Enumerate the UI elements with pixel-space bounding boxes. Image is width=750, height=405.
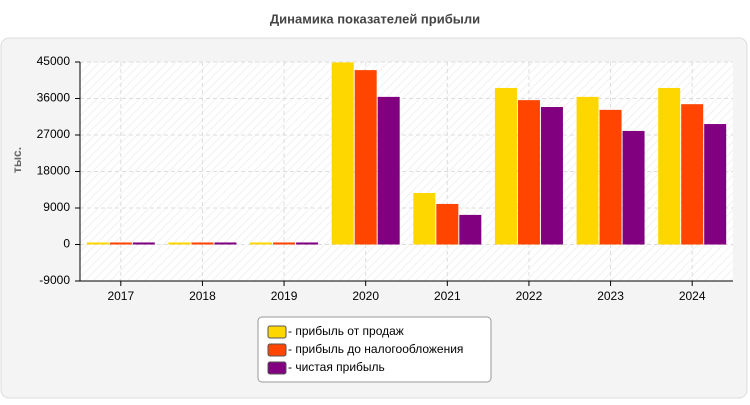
y-tick-label: 0 bbox=[63, 237, 70, 251]
y-tick-label: 36000 bbox=[37, 91, 71, 105]
bar bbox=[86, 242, 109, 245]
bar bbox=[576, 96, 599, 245]
bar bbox=[168, 242, 191, 245]
bar bbox=[517, 100, 540, 245]
x-tick-label: 2022 bbox=[516, 289, 543, 303]
x-tick-label: 2018 bbox=[189, 289, 216, 303]
bar bbox=[413, 192, 436, 245]
bar bbox=[704, 124, 727, 245]
legend-swatch bbox=[267, 343, 287, 357]
bar bbox=[658, 87, 681, 245]
bar bbox=[540, 107, 563, 245]
y-tick-label: 45000 bbox=[37, 54, 71, 68]
bar bbox=[250, 242, 273, 245]
bar bbox=[214, 242, 237, 245]
bar bbox=[132, 242, 155, 245]
y-tick-label: 27000 bbox=[37, 127, 71, 141]
y-axis-label: тыс. bbox=[10, 147, 24, 173]
bar bbox=[296, 242, 319, 245]
bar bbox=[622, 130, 645, 245]
bar bbox=[599, 109, 622, 245]
bar bbox=[459, 214, 482, 245]
bar bbox=[109, 242, 132, 245]
bar bbox=[436, 203, 459, 245]
legend bbox=[257, 316, 492, 383]
legend-swatch bbox=[267, 361, 287, 375]
chart-title: Динамика показателей прибыли bbox=[270, 11, 480, 26]
y-tick-label: -9000 bbox=[39, 273, 70, 287]
bar bbox=[494, 87, 517, 245]
bar bbox=[681, 104, 704, 245]
legend-label: - прибыль до налогообложения bbox=[288, 342, 463, 356]
x-tick-label: 2019 bbox=[271, 289, 298, 303]
bar bbox=[331, 62, 354, 245]
bar bbox=[377, 96, 400, 245]
bar bbox=[273, 242, 296, 245]
x-tick-label: 2023 bbox=[597, 289, 624, 303]
bar bbox=[354, 70, 377, 245]
x-tick-label: 2021 bbox=[434, 289, 461, 303]
y-tick-label: 9000 bbox=[43, 200, 70, 214]
bar bbox=[191, 242, 214, 245]
y-tick-label: 18000 bbox=[37, 164, 71, 178]
legend-label: - прибыль от продаж bbox=[288, 324, 404, 338]
x-tick-label: 2020 bbox=[352, 289, 379, 303]
x-tick-label: 2024 bbox=[679, 289, 706, 303]
legend-swatch bbox=[267, 325, 287, 339]
x-tick-label: 2017 bbox=[107, 289, 134, 303]
legend-label: - чистая прибыль bbox=[288, 360, 385, 374]
